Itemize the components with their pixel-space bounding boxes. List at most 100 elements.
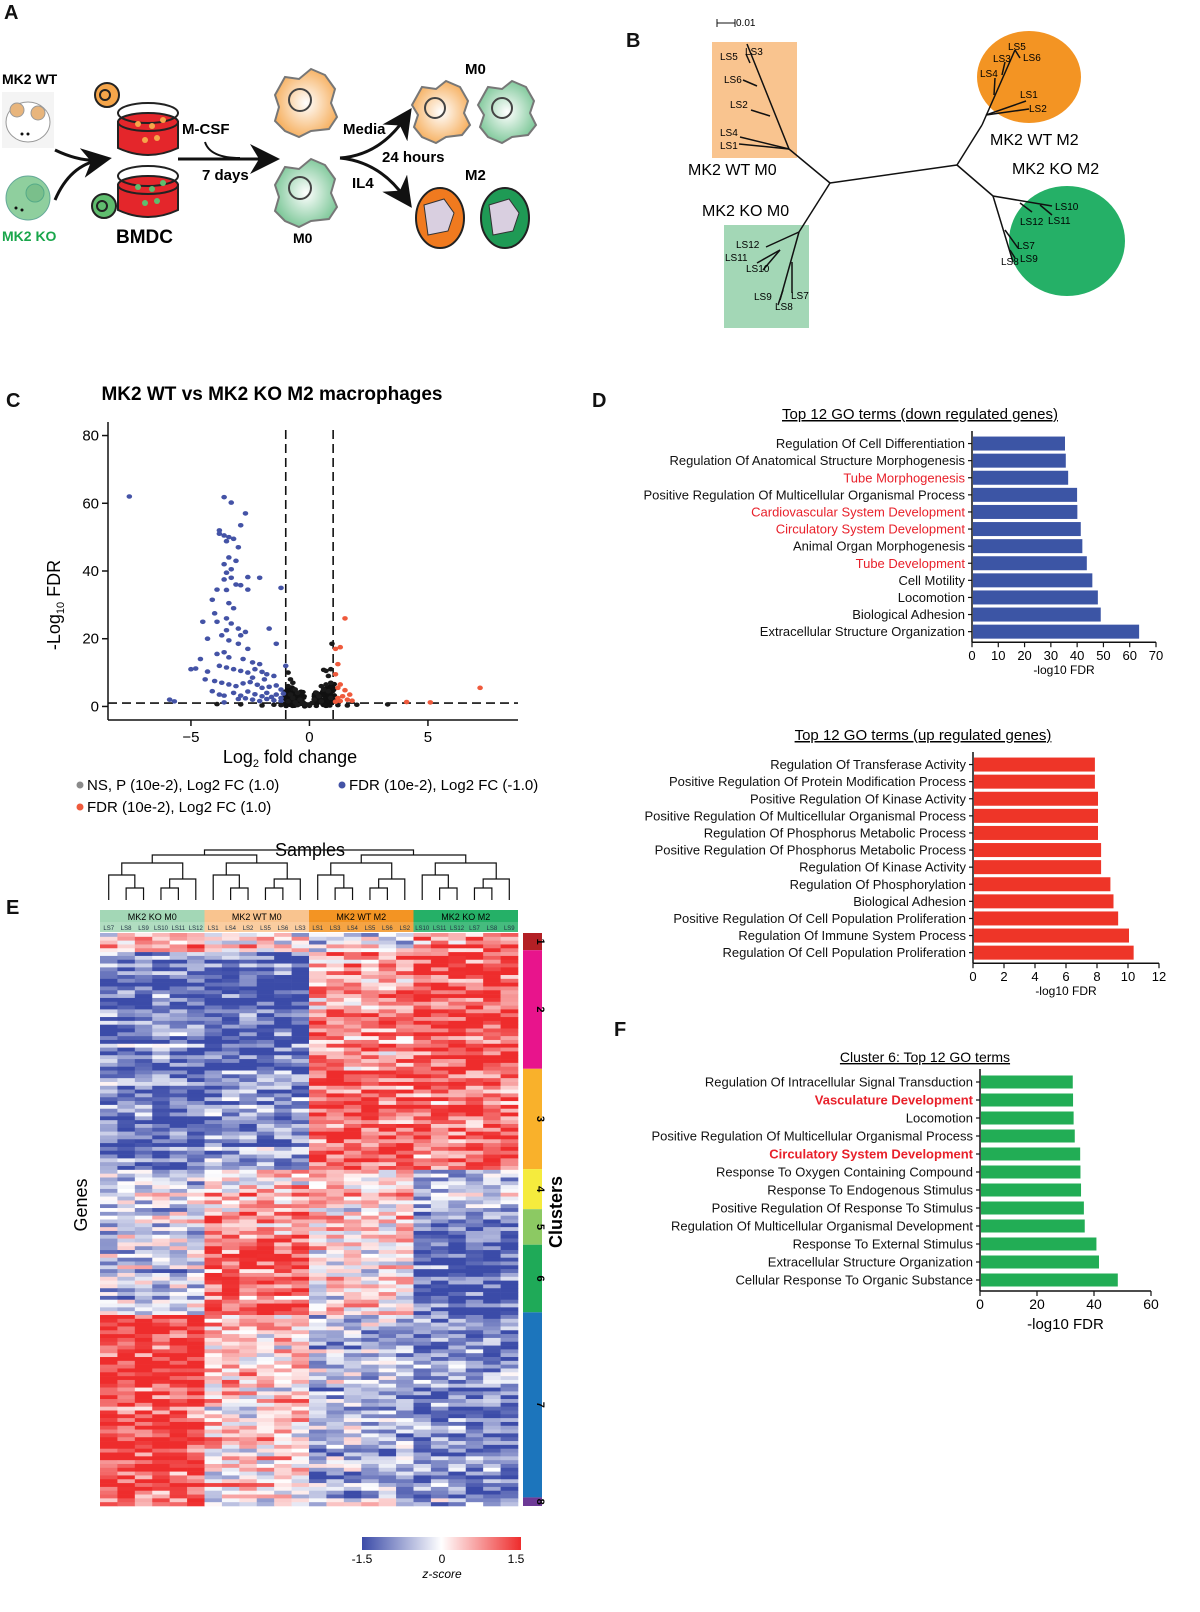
heatmap-cell [448, 1043, 467, 1048]
heatmap-cell [117, 1223, 136, 1228]
wt-arrow [54, 148, 101, 162]
heatmap-cell [169, 1196, 188, 1201]
heatmap-cell [152, 963, 170, 968]
volcano-point-down [171, 699, 178, 704]
heatmap-cell [483, 1200, 501, 1205]
heatmap-cell [239, 1490, 258, 1495]
heatmap-cell [100, 1399, 118, 1404]
heatmap-cell [448, 1383, 467, 1388]
volcano-point-down [226, 655, 232, 660]
heatmap-cell [448, 1272, 467, 1278]
heatmap-cell [221, 1150, 240, 1155]
heatmap-cell [430, 1253, 449, 1258]
heatmap-cell [239, 1425, 258, 1430]
heatmap-cell [221, 1250, 240, 1255]
heatmap-cell [343, 1242, 362, 1247]
heatmap-cell [361, 1108, 379, 1113]
heatmap-cell [100, 1490, 118, 1495]
heatmap-cell [361, 1177, 379, 1182]
heatmap-cell [483, 975, 501, 980]
heatmap-cell [274, 1349, 292, 1354]
heatmap-cell [483, 1280, 501, 1285]
heatmap-cell [413, 1441, 432, 1446]
heatmap-cell [378, 1005, 397, 1010]
heatmap-cell [169, 990, 188, 995]
heatmap-cell [291, 952, 310, 957]
heatmap-cell [187, 1269, 205, 1274]
heatmap-cell [448, 1097, 467, 1102]
heatmap-cell [413, 1230, 432, 1236]
heatmap-cell [256, 1421, 275, 1427]
heatmap-cell [413, 1185, 432, 1190]
heatmap-cell [221, 1097, 240, 1102]
heatmap-cell [256, 948, 275, 953]
heatmap-cell [134, 1158, 153, 1163]
heatmap-cell [413, 1036, 432, 1041]
heatmap-cell [100, 1169, 118, 1174]
heatmap-cell [413, 1085, 432, 1090]
heatmap-cell [396, 1311, 414, 1316]
heatmap-cell [465, 933, 484, 938]
heatmap-cell [187, 1341, 205, 1346]
heatmap-cell [117, 1284, 136, 1289]
heatmap-cell [309, 1166, 327, 1171]
heatmap-cell [413, 1498, 432, 1503]
heatmap-cell [430, 1502, 449, 1507]
heatmap-cell [204, 1211, 223, 1216]
heatmap-cell [239, 1360, 258, 1365]
heatmap-cell [309, 1345, 327, 1350]
heatmap-cell [239, 1146, 258, 1152]
heatmap-cell [239, 986, 258, 991]
x-axis-label: -log10 FDR [1033, 663, 1095, 677]
heatmap-cell [169, 1444, 188, 1449]
heatmap-cell [500, 1269, 519, 1274]
heatmap-cell [100, 1444, 118, 1449]
heatmap-cell [309, 1272, 327, 1278]
heatmap-cell [326, 1307, 345, 1312]
volcano-point-down [223, 587, 230, 593]
heatmap-cell [134, 1150, 153, 1155]
heatmap-cell [152, 1242, 170, 1247]
heatmap-cell [430, 1093, 449, 1098]
heatmap-cell [152, 1230, 170, 1236]
heatmap-cell [309, 1062, 327, 1067]
heatmap-cell [326, 1483, 345, 1488]
volcano-point-down [245, 574, 251, 580]
heatmap-cell [413, 1467, 432, 1472]
heatmap-cell [100, 1295, 118, 1301]
heatmap-cell [221, 1272, 240, 1278]
heatmap-cell [309, 1215, 327, 1220]
heatmap-cell [378, 1330, 397, 1335]
heatmap-cell [134, 1322, 153, 1327]
heatmap-cell [169, 1020, 188, 1025]
heatmap-cell [291, 1024, 310, 1029]
heatmap-cell [221, 1299, 240, 1304]
heatmap-cell [256, 1089, 275, 1094]
heatmap-cell [448, 1219, 467, 1224]
heatmap-cell [483, 1017, 501, 1022]
heatmap-cell [413, 1395, 432, 1400]
heatmap-cell [169, 1467, 188, 1472]
heatmap-cell [152, 1020, 170, 1025]
heatmap-cell [204, 1337, 223, 1343]
volcano-xlabel: Log2 fold change [223, 747, 357, 770]
heatmap-cell [396, 1257, 414, 1262]
heatmap-cell [343, 1490, 362, 1495]
heatmap-cell [169, 1383, 188, 1388]
heatmap-cell [134, 1188, 153, 1194]
heatmap-cell [378, 1490, 397, 1495]
heatmap-cell [256, 1315, 275, 1320]
heatmap-cell [169, 1483, 188, 1488]
volcano-point-ns [327, 680, 334, 686]
heatmap-cell [100, 1364, 118, 1369]
heatmap-cell [204, 1360, 223, 1365]
heatmap-cell [378, 1131, 397, 1136]
heatmap-cell [465, 1070, 484, 1075]
heatmap-cell [169, 1097, 188, 1102]
heatmap-cell [343, 940, 362, 945]
heatmap-cell [239, 1502, 258, 1507]
heatmap-cell [134, 1303, 153, 1308]
x-axis-label: -log10 FDR [1027, 1316, 1104, 1333]
heatmap-cell [291, 1444, 310, 1449]
heatmap-cell [274, 1341, 292, 1346]
